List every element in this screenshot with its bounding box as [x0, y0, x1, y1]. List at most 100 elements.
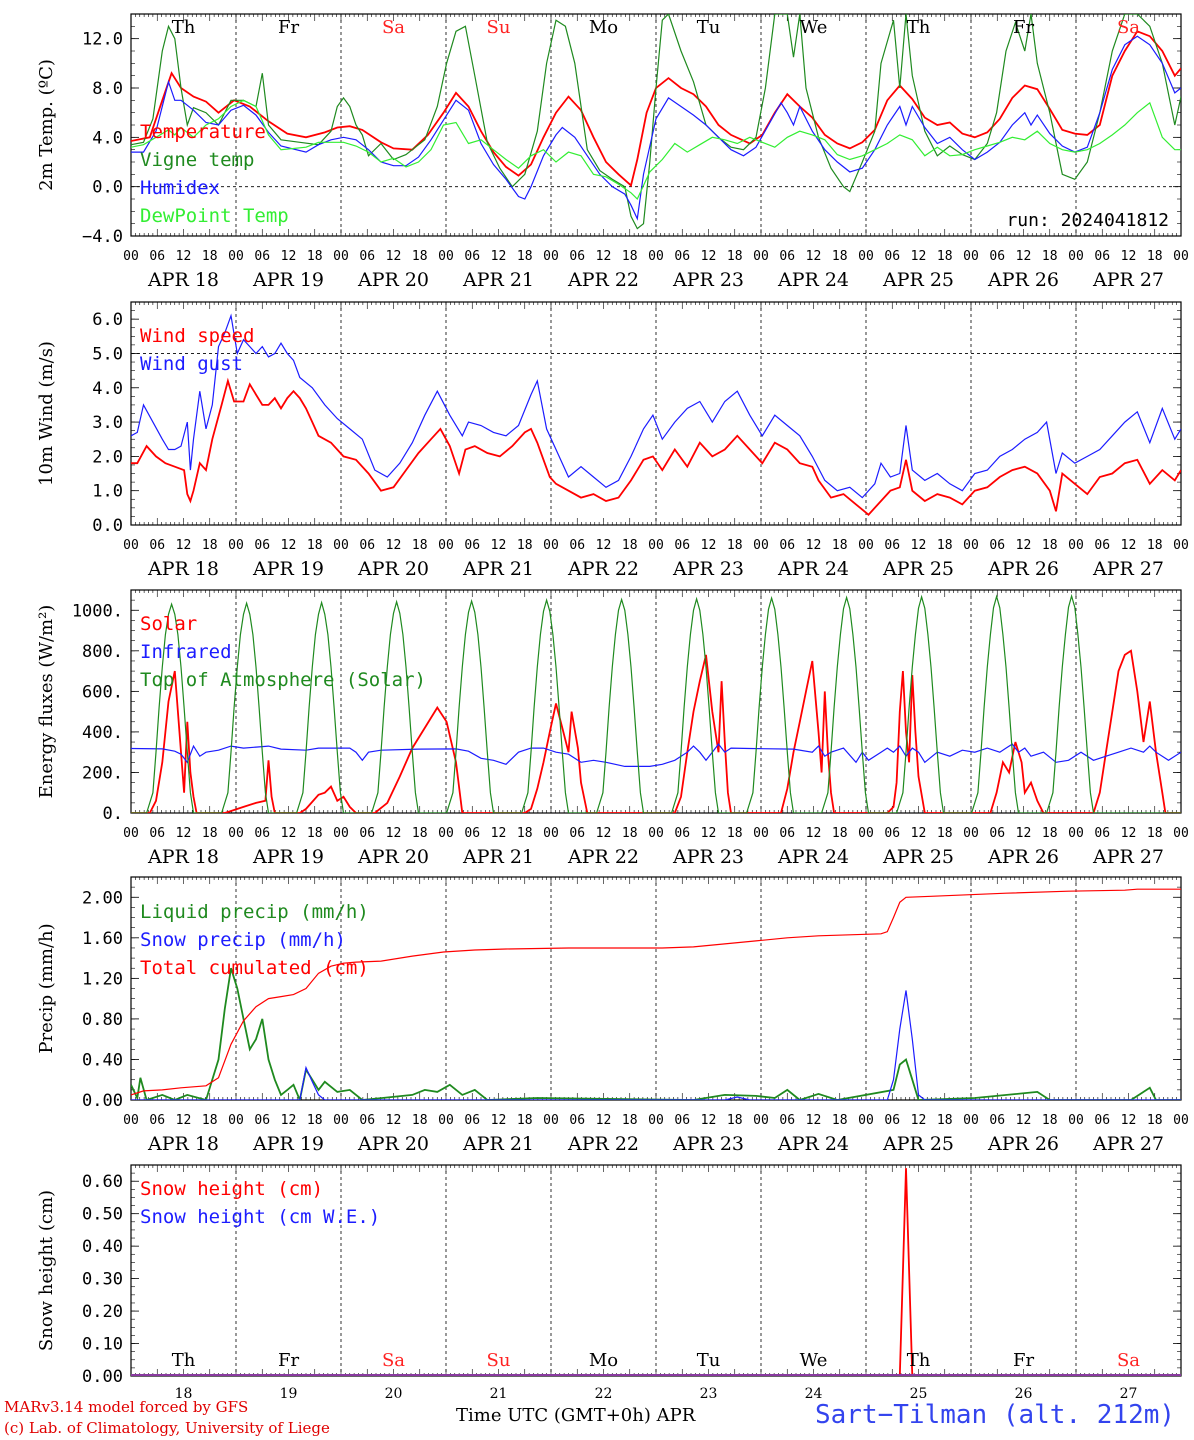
y-tick-label: 2.0: [92, 447, 123, 467]
hour-tick-label: 00: [753, 826, 769, 841]
y-axis-title: Energy fluxes (W/m²): [36, 605, 57, 799]
legend-entry: Snow height (cm): [140, 1178, 323, 1200]
y-tick-label: 0.20: [82, 1302, 123, 1322]
hour-tick-label: 06: [674, 826, 690, 841]
hour-tick-label: 00: [1173, 249, 1189, 264]
day-number-label: 19: [280, 1386, 298, 1402]
series-line-solar: [131, 649, 1181, 813]
hour-tick-label: 06: [1094, 538, 1110, 553]
hour-tick-label: 06: [464, 826, 480, 841]
hour-tick-label: 18: [1147, 249, 1163, 264]
y-tick-label: 0.: [103, 804, 123, 824]
hour-tick-label: 06: [779, 538, 795, 553]
hour-tick-label: 12: [806, 249, 822, 264]
y-tick-label: 0.60: [82, 1172, 123, 1192]
date-label: APR 23: [672, 558, 744, 580]
hour-tick-label: 00: [123, 538, 139, 553]
day-number-label: 21: [490, 1386, 508, 1402]
date-label: APR 27: [1092, 846, 1164, 868]
y-tick-label: 0.00: [82, 1091, 123, 1111]
date-label: APR 22: [567, 846, 639, 868]
hour-tick-label: 12: [596, 249, 612, 264]
hour-tick-label: 18: [412, 1113, 428, 1128]
y-axis-title: Snow height (cm): [36, 1190, 57, 1351]
date-label: APR 24: [777, 846, 849, 868]
hour-tick-label: 18: [517, 249, 533, 264]
y-axis-title: 10m Wind (m/s): [36, 341, 57, 486]
weekday-label: Fr: [278, 1350, 299, 1371]
date-label: APR 25: [882, 269, 954, 291]
y-tick-label: 0.40: [82, 1237, 123, 1257]
hour-tick-label: 12: [281, 249, 297, 264]
panel-wind: 6.0 5.0 4.0 3.0 2.0 1.0 0.0 10m Wind (m/s) Wind …: [36, 301, 1189, 580]
y-tick-label: 2.00: [82, 888, 123, 908]
hour-tick-label: 06: [149, 249, 165, 264]
hour-tick-label: 12: [1016, 249, 1032, 264]
hour-tick-label: 06: [779, 249, 795, 264]
hour-tick-label: 18: [307, 538, 323, 553]
date-label: APR 21: [462, 1133, 534, 1155]
date-label: APR 22: [567, 558, 639, 580]
hour-tick-label: 06: [464, 249, 480, 264]
hour-tick-label: 00: [1068, 1113, 1084, 1128]
hour-tick-label: 12: [701, 249, 717, 264]
hour-tick-label: 18: [937, 826, 953, 841]
hour-tick-label: 18: [727, 249, 743, 264]
hour-tick-label: 00: [228, 249, 244, 264]
panel-precip: 2.00 1.60 1.20 0.80 0.40 0.00 Precip (mm/h) Liq…: [36, 876, 1189, 1155]
date-label: APR 20: [357, 269, 429, 291]
hour-tick-label: 06: [569, 249, 585, 264]
hour-tick-label: 00: [963, 826, 979, 841]
hour-tick-label: 12: [1121, 249, 1137, 264]
y-tick-label: 0.30: [82, 1270, 123, 1290]
y-tick-label: 8.0: [92, 79, 123, 99]
date-label: APR 25: [882, 1133, 954, 1155]
series-line-temperature: [131, 30, 1181, 188]
hour-tick-label: 06: [989, 1113, 1005, 1128]
series-line-dewpoint-temp: [131, 99, 1181, 201]
y-tick-label: 0.0: [92, 516, 123, 536]
weekday-label: Su: [487, 17, 511, 38]
hour-tick-label: 00: [753, 249, 769, 264]
hour-tick-label: 12: [911, 1113, 927, 1128]
hour-tick-label: 18: [1042, 826, 1058, 841]
hour-tick-label: 00: [333, 826, 349, 841]
date-label: APR 27: [1092, 269, 1164, 291]
hour-tick-label: 06: [149, 826, 165, 841]
date-label: APR 21: [462, 269, 534, 291]
hour-tick-label: 00: [438, 1113, 454, 1128]
hour-tick-label: 18: [1147, 538, 1163, 553]
y-tick-label: 200.: [82, 763, 123, 783]
x-axis-title: Time UTC (GMT+0h) APR: [456, 1405, 696, 1426]
date-label: APR 18: [147, 846, 219, 868]
hour-tick-label: 12: [911, 538, 927, 553]
hour-tick-label: 12: [176, 538, 192, 553]
hour-tick-label: 12: [491, 826, 507, 841]
hour-tick-label: 00: [123, 1113, 139, 1128]
date-label: APR 20: [357, 1133, 429, 1155]
weekday-label: Sa: [1117, 1350, 1140, 1371]
hour-tick-label: 00: [858, 538, 874, 553]
date-label: APR 20: [357, 846, 429, 868]
y-tick-label: 4.0: [92, 379, 123, 399]
hour-tick-label: 00: [228, 538, 244, 553]
y-tick-label: 0.10: [82, 1335, 123, 1355]
weekday-label: Fr: [1013, 17, 1034, 38]
hour-tick-label: 06: [359, 249, 375, 264]
hour-tick-label: 06: [254, 1113, 270, 1128]
weekday-label: Th: [907, 1350, 931, 1371]
hour-tick-label: 06: [674, 249, 690, 264]
date-label: APR 25: [882, 558, 954, 580]
weekday-label: Th: [172, 1350, 196, 1371]
hour-tick-label: 12: [491, 1113, 507, 1128]
hour-tick-label: 12: [911, 249, 927, 264]
y-tick-label: 0.50: [82, 1205, 123, 1225]
date-label: APR 19: [252, 1133, 324, 1155]
date-label: APR 24: [777, 558, 849, 580]
hour-tick-label: 12: [1121, 538, 1137, 553]
hour-tick-label: 18: [202, 538, 218, 553]
y-tick-label: 12.0: [82, 30, 123, 50]
lab-credit: (c) Lab. of Climatology, University of L…: [4, 1419, 330, 1437]
hour-tick-label: 06: [884, 826, 900, 841]
legend-entry: Snow height (cm W.E.): [140, 1206, 380, 1228]
